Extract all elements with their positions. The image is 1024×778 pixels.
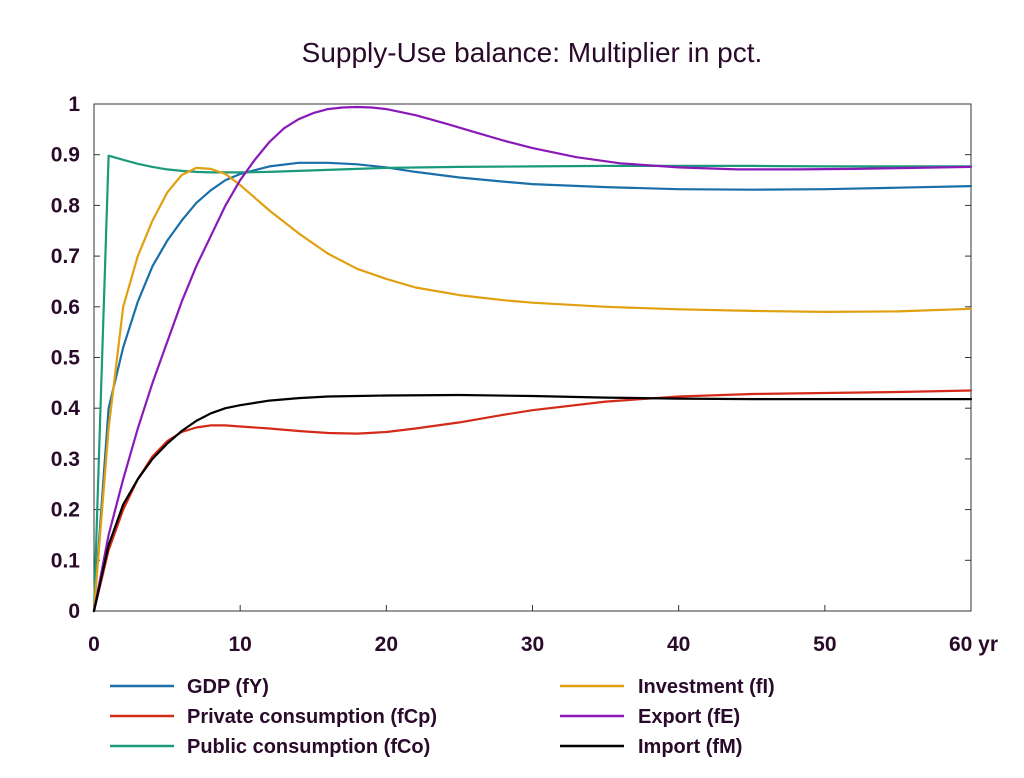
legend-label: GDP (fY) <box>187 676 269 698</box>
legend-label: Investment (fI) <box>638 676 775 698</box>
x-tick-label: 0 <box>88 633 100 656</box>
legend-label: Export (fE) <box>638 706 740 728</box>
legend: GDP (fY) Private consumption (fCp) Public … <box>110 676 775 758</box>
legend-label: Public consumption (fCo) <box>187 736 430 758</box>
x-tick-label: 30 <box>521 633 544 656</box>
chart-title: Supply-Use balance: Multiplier in pct. <box>302 37 763 68</box>
x-tick-label: 20 <box>375 633 398 656</box>
y-axis: 0 0.1 0.2 0.3 0.4 0.5 0.6 0.7 0.8 0.9 1 <box>51 93 971 623</box>
x-tick-label: 60 yr <box>949 633 998 656</box>
series-line <box>92 389 973 613</box>
y-tick-label: 0.2 <box>51 499 80 522</box>
y-tick-label: 0.8 <box>51 194 81 217</box>
series-line <box>92 154 973 613</box>
series-line <box>92 166 973 613</box>
series-lines <box>92 105 973 613</box>
x-tick-label: 10 <box>228 633 251 656</box>
x-tick-label: 50 <box>813 633 836 656</box>
y-tick-label: 0.9 <box>51 144 80 167</box>
series-line <box>92 105 973 613</box>
x-tick-label: 40 <box>667 633 690 656</box>
y-tick-label: 0.5 <box>51 347 81 370</box>
y-tick-label: 0.6 <box>51 296 80 319</box>
y-tick-label: 0.1 <box>51 549 81 572</box>
x-axis: 0 10 20 30 40 50 60 yr <box>88 605 998 656</box>
series-line <box>92 161 973 613</box>
y-tick-label: 0 <box>68 600 80 623</box>
y-tick-label: 0.7 <box>51 245 80 268</box>
legend-label: Private consumption (fCp) <box>187 706 437 728</box>
legend-label: Import (fM) <box>638 736 742 758</box>
series-line <box>92 393 973 613</box>
y-tick-label: 1 <box>68 93 80 116</box>
y-tick-label: 0.4 <box>51 397 81 420</box>
y-tick-label: 0.3 <box>51 448 80 471</box>
